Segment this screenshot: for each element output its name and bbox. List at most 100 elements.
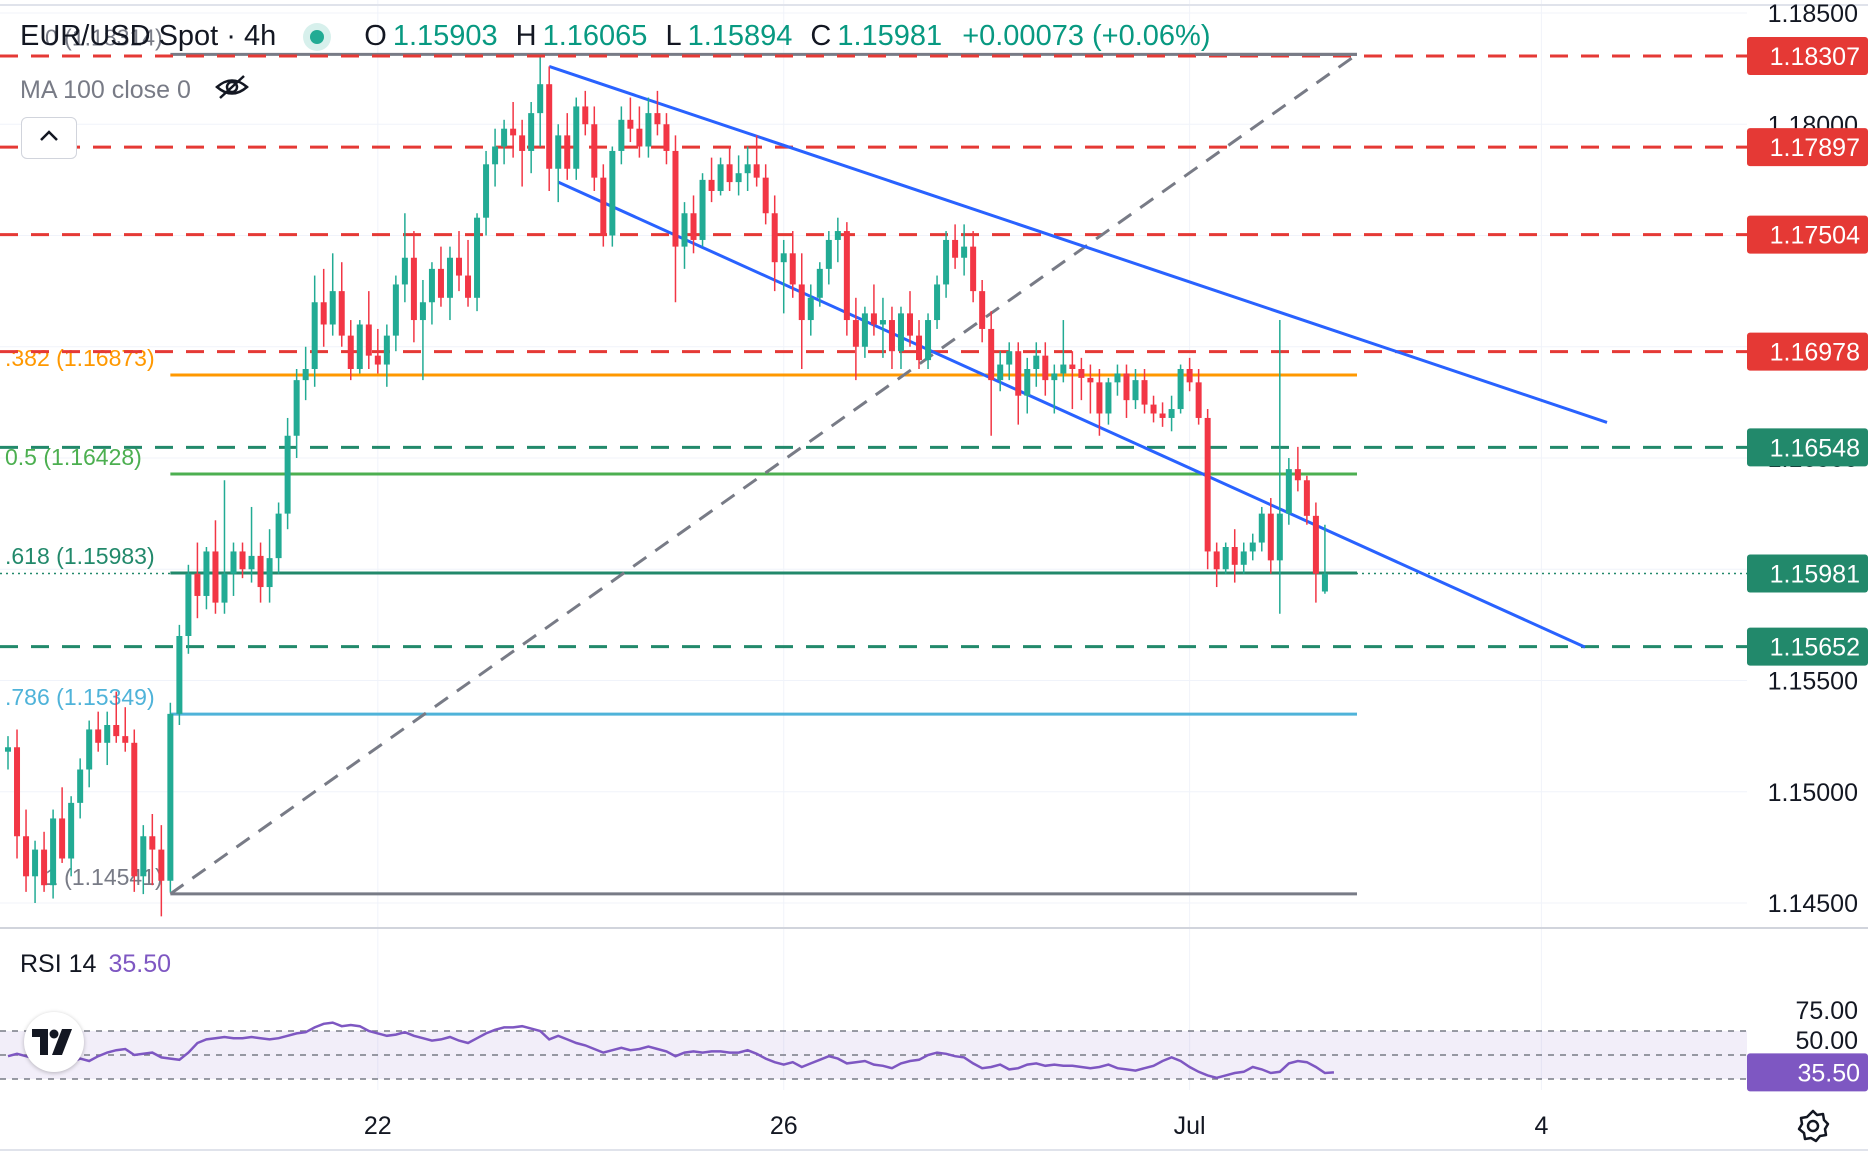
candle-body <box>825 239 832 269</box>
time-tick-label: 26 <box>770 1112 798 1140</box>
candle-body <box>1213 551 1220 570</box>
rsi-legend[interactable]: RSI 14 35.50 <box>12 948 179 981</box>
candle-body <box>1087 377 1094 383</box>
candle-body <box>907 313 913 336</box>
candle-body <box>807 297 814 321</box>
candle-body <box>681 213 688 247</box>
candle-body <box>320 302 327 325</box>
high-value: 1.16065 <box>542 20 648 52</box>
candle-body <box>789 253 796 285</box>
candle-body <box>1150 404 1157 414</box>
candle-body <box>744 164 751 174</box>
candle-body <box>437 268 444 298</box>
candle-body <box>113 725 120 737</box>
price-tick-label: 1.15500 <box>1768 668 1858 696</box>
candle-body <box>1033 355 1040 369</box>
candle-body <box>934 284 941 321</box>
candle-body <box>392 284 399 336</box>
price-scale-labels: 1.18307 1.17897 1.17504 1.16978 1.16548 1.156… <box>1747 36 1868 666</box>
candle-body <box>212 551 219 603</box>
candle-body <box>456 257 462 276</box>
high-key: H <box>515 20 537 52</box>
candle-body <box>14 747 21 837</box>
candle-body <box>158 849 165 881</box>
rsi-tick-label: 50.00 <box>1795 1027 1858 1055</box>
symbol-legend[interactable]: EUR/USD Spot · 4h O 1.15903 H 1.16065 L 1.1… <box>20 20 1211 53</box>
candle-body <box>5 747 11 752</box>
candle-body <box>916 335 923 361</box>
low-value: 1.15894 <box>687 20 793 52</box>
candle-body <box>1105 382 1112 414</box>
price-tick-label: 1.15000 <box>1768 779 1858 807</box>
market-status-icon <box>310 29 325 44</box>
candle-body <box>50 818 57 886</box>
open-value: 1.15903 <box>392 20 498 52</box>
symbol-title[interactable]: EUR/USD Spot · 4h <box>20 20 277 52</box>
candle-body <box>239 551 246 570</box>
candle-body <box>1294 469 1301 481</box>
rsi-line <box>7 1021 1335 1080</box>
candle-body <box>230 551 237 574</box>
settings-gear-icon[interactable] <box>1795 1108 1831 1144</box>
fib-level-label: .382 (1.16873) <box>5 345 155 371</box>
price-level-badge-text: 1.16978 <box>1770 339 1860 367</box>
candle-body <box>798 284 805 321</box>
trend-drawings <box>169 52 1608 896</box>
candle-body <box>600 177 607 236</box>
candle-body <box>672 150 679 247</box>
candle-body <box>1267 513 1274 561</box>
candle-body <box>465 275 472 298</box>
candle-body <box>1186 369 1193 383</box>
candle-body <box>1123 373 1130 401</box>
candle-body <box>1240 551 1247 565</box>
time-tick-label: 4 <box>1534 1112 1548 1140</box>
candle-body <box>1168 409 1175 418</box>
candle-body <box>1195 382 1202 418</box>
candle-body <box>86 729 93 770</box>
candle-body <box>446 257 453 298</box>
candle-body <box>185 573 192 636</box>
fib-level-label: 0 (1.18314) <box>45 24 163 50</box>
time-tick-label: Jul <box>1174 1112 1206 1140</box>
candle-body <box>428 268 435 303</box>
candle-body <box>591 124 598 178</box>
candle-body <box>293 380 300 436</box>
tradingview-logo[interactable] <box>24 1012 84 1072</box>
price-level-badge-text: 1.17504 <box>1770 222 1860 250</box>
close-value: 1.15981 <box>837 20 943 52</box>
candle-body <box>483 164 490 218</box>
candle-body <box>925 320 932 361</box>
collapse-legend-button[interactable] <box>21 117 77 159</box>
candle-body <box>374 355 381 365</box>
rsi-tick-label: 75.00 <box>1795 997 1858 1025</box>
candle-body <box>1051 373 1058 381</box>
candle-body <box>474 217 481 298</box>
candle-body <box>1276 513 1283 561</box>
candle-body <box>708 179 715 191</box>
candle-body <box>149 836 156 850</box>
candle-body <box>771 213 778 263</box>
price-level-badge-text: 1.16548 <box>1770 434 1860 462</box>
candle-body <box>1312 515 1319 574</box>
eye-hidden-icon[interactable] <box>215 74 249 107</box>
ma-indicator-legend[interactable]: MA 100 close 0 <box>20 74 249 107</box>
fib-level-label: .618 (1.15983) <box>5 543 155 569</box>
candle-body <box>1069 364 1076 369</box>
candle-body <box>1258 513 1265 543</box>
candle-body <box>852 320 859 347</box>
candle-body <box>1321 573 1328 592</box>
candlestick-series <box>5 57 1328 917</box>
candle-body <box>221 573 228 603</box>
candle-body <box>861 313 868 347</box>
candle-body <box>636 128 643 147</box>
candle-body <box>365 324 372 356</box>
candle-body <box>897 313 904 352</box>
candle-body <box>501 128 508 147</box>
candle-body <box>122 736 129 743</box>
candle-body <box>843 231 850 321</box>
fib-level-label: .786 (1.15349) <box>5 684 155 710</box>
candle-body <box>401 257 408 285</box>
